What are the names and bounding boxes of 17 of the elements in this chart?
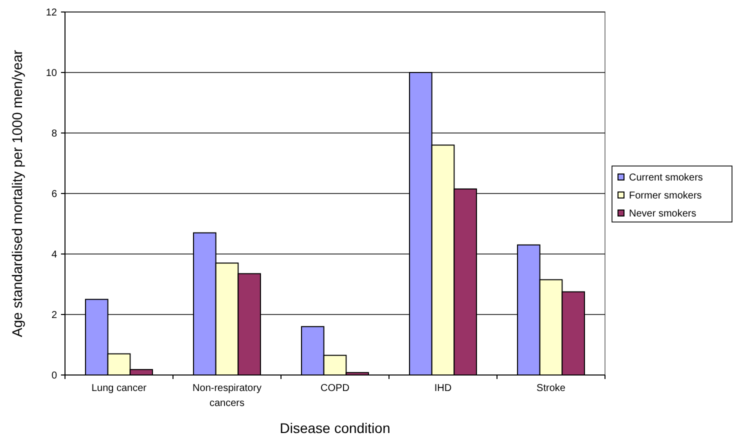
- legend-label: Former smokers: [629, 190, 702, 202]
- y-tick-label: 12: [46, 8, 58, 18]
- y-tick-label: 10: [46, 68, 58, 79]
- x-tick-label: IHD: [434, 383, 452, 394]
- x-tick-label: Lung cancer: [91, 383, 148, 394]
- x-tick-label: Non-respiratory cancers: [192, 383, 262, 409]
- y-tick-label: 2: [51, 310, 58, 321]
- legend-label: Current smokers: [629, 172, 703, 184]
- x-tick-label: COPD: [320, 383, 350, 394]
- y-tick-label: 4: [51, 250, 58, 260]
- y-tick-label: 8: [51, 128, 58, 140]
- y-axis-title: Age standardised mortality per 1000 men/year: [9, 50, 25, 338]
- y-tick-label: 0: [51, 370, 58, 382]
- y-tick-label: 6: [51, 189, 58, 200]
- legend-label: Never smokers: [629, 208, 696, 220]
- x-axis-title: Disease condition: [280, 420, 390, 436]
- x-tick-label: Stroke: [536, 383, 566, 394]
